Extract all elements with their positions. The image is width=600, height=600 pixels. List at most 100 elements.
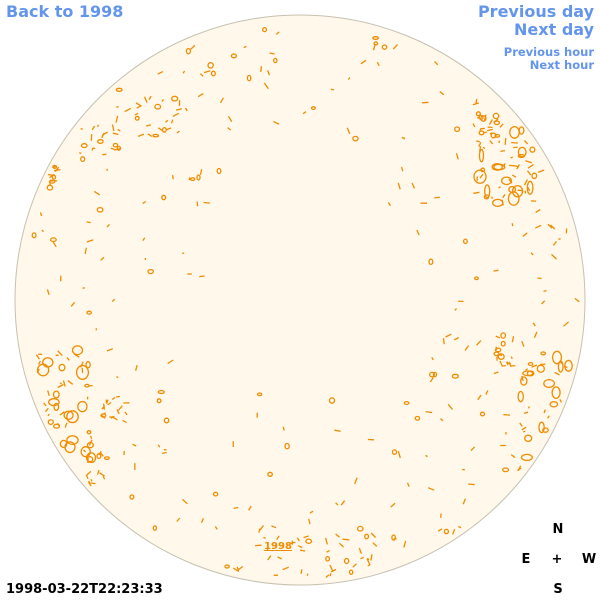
contour-loop	[517, 390, 524, 403]
contour-loop	[305, 538, 313, 544]
contour-fragment	[117, 128, 121, 132]
contour-fragment	[135, 364, 138, 371]
contour-fragment	[517, 189, 523, 192]
contour-loop	[185, 47, 192, 55]
contour-fragment	[482, 146, 486, 149]
contour-loop	[152, 525, 158, 531]
contour-fragment	[115, 395, 121, 398]
contour-fragment	[549, 224, 556, 230]
contour-fragment	[102, 153, 107, 156]
next-hour-link[interactable]: Next hour	[529, 58, 594, 72]
contour-fragment	[219, 97, 224, 104]
contour-loop	[497, 353, 505, 360]
contour-fragment	[352, 563, 357, 568]
contour-loop	[161, 194, 167, 201]
year-link[interactable]: 1998	[264, 541, 292, 552]
contour-fragment	[44, 407, 49, 413]
contour-fragment	[111, 124, 115, 132]
contour-fragment	[106, 399, 109, 404]
contour-loop	[451, 373, 459, 379]
contour-fragment	[479, 173, 484, 179]
contour-fragment	[303, 535, 309, 539]
contour-fragment	[290, 541, 296, 544]
contour-fragment	[86, 475, 89, 479]
contour-fragment	[376, 61, 380, 67]
contour-loop	[46, 184, 54, 191]
contour-loop	[230, 53, 238, 59]
contour-loop	[478, 130, 485, 136]
contour-fragment	[425, 410, 433, 414]
contour-loop	[432, 371, 438, 378]
contour-loop	[63, 410, 74, 421]
contour-fragment	[115, 115, 119, 123]
contour-fragment	[297, 545, 303, 549]
contour-fragment	[306, 573, 309, 576]
contour-fragment	[521, 426, 527, 431]
contour-fragment	[478, 142, 482, 147]
contour-fragment	[543, 409, 546, 414]
contour-loop	[526, 180, 534, 195]
contour-loop	[540, 351, 547, 356]
contour-fragment	[214, 526, 218, 530]
contour-fragment	[366, 557, 370, 561]
contour-loop	[520, 376, 528, 386]
previous-day-link[interactable]: Previous day	[477, 2, 594, 21]
contour-loop	[96, 206, 104, 213]
contour-fragment	[145, 124, 152, 127]
contour-loop	[373, 41, 379, 46]
contour-fragment	[143, 96, 148, 103]
contour-fragment	[57, 422, 61, 427]
contour-fragment	[172, 112, 180, 117]
contour-fragment	[100, 256, 105, 261]
contour-loop	[147, 268, 155, 275]
contour-fragment	[510, 156, 514, 159]
contour-fragment	[439, 90, 445, 96]
contour-loop	[262, 26, 268, 33]
contour-fragment	[66, 357, 70, 361]
contour-fragment	[527, 406, 530, 409]
back-to-year-link[interactable]: Back to 1998	[6, 2, 124, 21]
contour-fragment	[142, 237, 146, 241]
contour-fragment	[118, 405, 123, 411]
contour-fragment	[508, 361, 512, 368]
contour-loop	[364, 533, 370, 540]
contour-fragment	[269, 52, 275, 55]
contour-fragment	[500, 149, 506, 153]
contour-loop	[86, 430, 92, 435]
contour-fragment	[47, 390, 50, 396]
contour-fragment	[87, 480, 91, 484]
contour-fragment	[330, 88, 335, 91]
contour-fragment	[324, 537, 328, 545]
contour-loop	[246, 74, 252, 82]
contour-fragment	[447, 403, 454, 410]
contour-fragment	[167, 359, 174, 365]
contour-fragment	[489, 132, 493, 135]
contour-loop	[328, 397, 336, 404]
contour-fragment	[258, 528, 261, 533]
contour-fragment	[282, 426, 285, 431]
contour-loop	[58, 363, 66, 372]
contour-fragment	[521, 375, 524, 382]
contour-fragment	[454, 308, 458, 311]
contour-fragment	[85, 470, 92, 477]
contour-fragment	[513, 146, 518, 149]
contour-fragment	[199, 275, 205, 278]
contour-loop	[479, 411, 486, 417]
contour-fragment	[263, 82, 269, 90]
contour-loop	[157, 389, 165, 395]
contour-loop	[36, 363, 50, 377]
contour-loop	[134, 115, 140, 121]
contour-fragment	[116, 105, 119, 108]
previous-hour-link[interactable]: Previous hour	[503, 45, 594, 59]
contour-loop	[171, 95, 179, 102]
contour-fragment	[89, 435, 93, 440]
contour-fragment	[112, 132, 119, 136]
contour-fragment	[52, 165, 57, 169]
contour-fragment	[434, 196, 440, 199]
contour-fragment	[537, 169, 545, 173]
next-day-link[interactable]: Next day	[514, 20, 594, 39]
contour-loop	[391, 449, 398, 455]
contour-loop	[77, 400, 88, 413]
contour-fragment	[182, 70, 186, 74]
contour-loop	[256, 392, 263, 397]
